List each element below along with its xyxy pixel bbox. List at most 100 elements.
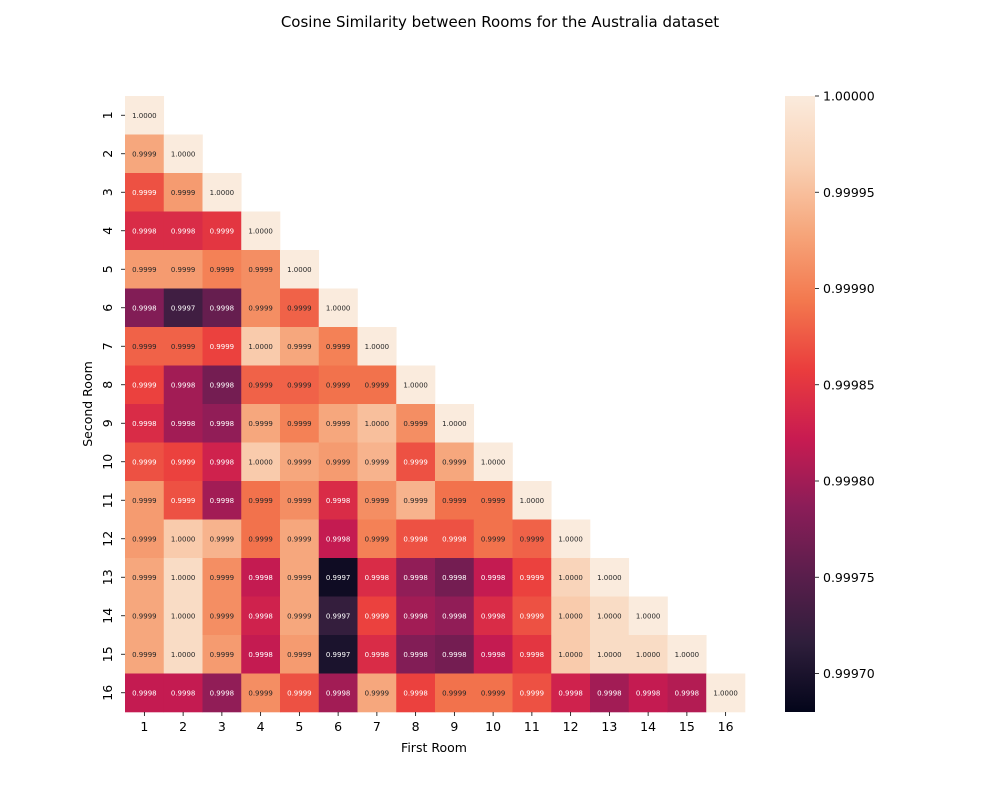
x-tick-label: 6 <box>334 719 342 734</box>
cell-label-r11-c8: 0.9999 <box>403 497 428 505</box>
heatmap-cell-labels: 1.0000 0.9999 1.0000 0.9999 0.9999 1.0000 0.99… <box>132 112 738 698</box>
cell-label-r2-c1: 0.9999 <box>132 150 157 158</box>
cell-label-r15-c11: 0.9998 <box>520 651 545 659</box>
cell-label-r10-c5: 0.9999 <box>287 458 312 466</box>
cell-label-r9-c9: 1.0000 <box>442 420 467 428</box>
cell-label-r8-c6: 0.9999 <box>326 381 351 389</box>
cell-label-r4-c1: 0.9998 <box>132 227 157 235</box>
cell-label-r16-c9: 0.9999 <box>442 689 467 697</box>
heatmap-cell-r3-c2 <box>163 173 203 212</box>
cell-label-r1-c1: 1.0000 <box>132 112 157 120</box>
cell-label-r12-c7: 0.9999 <box>365 535 390 543</box>
colorbar: 0.99970 0.99975 0.99980 0.99985 0.99990 0.999… <box>785 89 875 712</box>
heatmap-cell-r11-c6 <box>318 481 358 520</box>
x-tick-label: 10 <box>485 719 501 734</box>
cell-label-r7-c1: 0.9999 <box>132 343 157 351</box>
heatmap-cell-r6-c6 <box>318 288 358 328</box>
cell-label-r13-c6: 0.9997 <box>326 574 351 582</box>
cell-label-r3-c2: 0.9999 <box>171 189 196 197</box>
heatmap-cell-r5-c3 <box>202 250 242 289</box>
heatmap-cell-r8-c6 <box>318 365 358 405</box>
heatmap-cell-r15-c4 <box>241 635 281 674</box>
heatmap-cell-r13-c13 <box>590 558 630 597</box>
cell-label-r14-c13: 1.0000 <box>597 612 622 620</box>
heatmap-cells <box>125 96 746 713</box>
cell-label-r15-c10: 0.9998 <box>481 651 506 659</box>
heatmap-cell-r11-c10 <box>473 481 513 520</box>
heatmap-cell-r15-c8 <box>396 635 436 674</box>
cell-label-r5-c4: 0.9999 <box>248 266 273 274</box>
cell-label-r15-c5: 0.9999 <box>287 651 312 659</box>
cell-label-r16-c8: 0.9998 <box>403 689 428 697</box>
heatmap-cell-r15-c2 <box>163 635 203 674</box>
heatmap-cell-r10-c3 <box>202 442 242 482</box>
heatmap-cell-r9-c1 <box>125 404 165 443</box>
cell-label-r5-c2: 0.9999 <box>171 266 196 274</box>
heatmap-cell-r13-c3 <box>202 558 242 597</box>
cell-label-r16-c14: 0.9998 <box>636 689 661 697</box>
heatmap-cell-r5-c1 <box>125 250 165 289</box>
cell-label-r14-c5: 0.9999 <box>287 612 312 620</box>
cell-label-r11-c4: 0.9999 <box>248 497 273 505</box>
colorbar-ticks: 0.99970 0.99975 0.99980 0.99985 0.99990 0.999… <box>815 89 875 681</box>
heatmap-cell-r7-c4 <box>241 327 281 366</box>
heatmap-cell-r14-c7 <box>357 596 397 636</box>
heatmap-cell-r12-c2 <box>163 519 203 559</box>
heatmap-cell-r7-c7 <box>357 327 397 366</box>
x-axis-label: First Room <box>401 740 467 755</box>
cell-label-r8-c5: 0.9999 <box>287 381 312 389</box>
cell-label-r13-c5: 0.9999 <box>287 574 312 582</box>
heatmap-cell-r14-c9 <box>435 596 475 636</box>
heatmap-cell-r16-c4 <box>241 673 281 713</box>
colorbar-tick-label: 0.99975 <box>823 570 875 585</box>
heatmap-cell-r16-c5 <box>280 673 320 713</box>
cell-label-r12-c11: 0.9999 <box>520 535 545 543</box>
cell-label-r14-c12: 1.0000 <box>558 612 583 620</box>
cell-label-r11-c6: 0.9998 <box>326 497 351 505</box>
heatmap-cell-r11-c1 <box>125 481 165 520</box>
cell-label-r16-c7: 0.9999 <box>365 689 390 697</box>
heatmap-cell-r10-c8 <box>396 442 436 482</box>
heatmap-cell-r4-c4 <box>241 211 281 251</box>
cell-label-r4-c4: 1.0000 <box>248 227 273 235</box>
heatmap-cell-r2-c2 <box>163 134 203 174</box>
cell-label-r16-c16: 1.0000 <box>713 689 738 697</box>
heatmap-cell-r16-c2 <box>163 673 203 713</box>
cell-label-r15-c15: 1.0000 <box>675 651 700 659</box>
heatmap-cell-r7-c5 <box>280 327 320 366</box>
heatmap-cell-r12-c4 <box>241 519 281 559</box>
y-tick-label: 13 <box>100 569 115 585</box>
cell-label-r13-c4: 0.9998 <box>248 574 273 582</box>
heatmap-cell-r16-c11 <box>512 673 552 713</box>
cell-label-r11-c10: 0.9999 <box>481 497 506 505</box>
heatmap-cell-r16-c7 <box>357 673 397 713</box>
heatmap-cell-r6-c1 <box>125 288 165 328</box>
heatmap-cell-r16-c3 <box>202 673 242 713</box>
cell-label-r16-c10: 0.9999 <box>481 689 506 697</box>
cell-label-r8-c1: 0.9999 <box>132 381 157 389</box>
heatmap-cell-r10-c6 <box>318 442 358 482</box>
colorbar-tick-label: 0.99995 <box>823 185 875 200</box>
heatmap-cell-r15-c10 <box>473 635 513 674</box>
heatmap-cell-r9-c4 <box>241 404 281 443</box>
heatmap-cell-r5-c2 <box>163 250 203 289</box>
cell-label-r9-c7: 1.0000 <box>365 420 390 428</box>
cell-label-r16-c13: 0.9998 <box>597 689 622 697</box>
cell-label-r9-c3: 0.9998 <box>210 420 235 428</box>
heatmap-cell-r15-c11 <box>512 635 552 674</box>
heatmap-cell-r12-c5 <box>280 519 320 559</box>
cell-label-r14-c3: 0.9999 <box>210 612 235 620</box>
heatmap-cell-r8-c4 <box>241 365 281 405</box>
cell-label-r12-c12: 1.0000 <box>558 535 583 543</box>
heatmap-cell-r9-c5 <box>280 404 320 443</box>
heatmap-cell-r13-c2 <box>163 558 203 597</box>
cell-label-r10-c10: 1.0000 <box>481 458 506 466</box>
cell-label-r12-c6: 0.9998 <box>326 535 351 543</box>
heatmap-cell-r9-c7 <box>357 404 397 443</box>
heatmap-cell-r11-c8 <box>396 481 436 520</box>
cell-label-r13-c12: 1.0000 <box>558 574 583 582</box>
heatmap-cell-r6-c3 <box>202 288 242 328</box>
cell-label-r9-c2: 0.9998 <box>171 420 196 428</box>
heatmap-cell-r7-c6 <box>318 327 358 366</box>
